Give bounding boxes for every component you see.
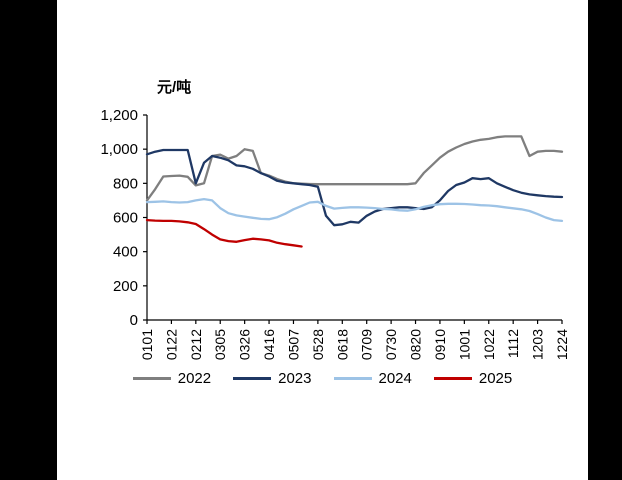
y-tick-label: 1,200 [100,107,138,124]
x-tick-label: 0212 [188,329,204,360]
y-tick-label: 1,000 [100,141,138,158]
legend-swatch-2023 [233,377,272,380]
x-tick-label: 0101 [139,329,155,360]
x-tick-label: 0820 [408,329,424,360]
legend-item-2024: 2024 [333,370,412,387]
legend-item-2022: 2022 [132,370,212,387]
x-tick-label: 1001 [456,329,472,360]
x-tick-label: 0326 [237,329,253,360]
x-tick-label: 1224 [554,329,570,360]
y-tick-label: 200 [113,278,138,295]
x-tick-label: 0910 [432,329,448,360]
x-tick-label: 0507 [285,329,301,360]
x-tick-label: 1022 [481,329,497,360]
legend-label-2022: 2022 [177,370,212,387]
legend-swatch-2024 [333,377,372,380]
legend-item-2025: 2025 [433,370,513,387]
x-tick-label: 0416 [261,329,277,360]
x-tick-label: 0709 [359,329,375,360]
x-tick-label: 1203 [530,329,546,360]
y-axis-title: 元/吨 [157,79,192,96]
legend-swatch-2022 [132,377,171,380]
x-tick-label: 0618 [334,329,350,360]
x-tick-label: 1112 [505,329,521,358]
legend-label-2023: 2023 [278,370,312,387]
x-tick-label: 0122 [163,329,179,360]
series-line-2024 [145,197,564,223]
chart-panel: 元/吨 0 200 400 600 800 1,000 1,200 0101 0122 0212 0… [57,0,588,480]
x-tick-label: 0528 [310,329,326,360]
line-chart: 0 200 400 600 800 1,000 1,200 0101 0122 0212 0305 0… [100,107,570,360]
x-tick-label: 0305 [212,329,228,360]
legend-label-2024: 2024 [378,370,412,387]
y-tick-label: 800 [113,175,138,192]
legend-swatch-2025 [433,377,472,380]
x-tick-label: 0730 [383,329,399,360]
y-tick-label: 600 [113,210,138,227]
chart-legend: 2022 2023 2024 2025 [57,370,588,387]
series-line-2023 [145,148,564,227]
legend-label-2025: 2025 [478,370,513,387]
series-line-2025 [145,218,303,248]
y-tick-label: 0 [130,312,138,329]
legend-item-2023: 2023 [233,370,312,387]
y-tick-label: 400 [113,244,138,261]
series-line-2022 [145,135,564,202]
